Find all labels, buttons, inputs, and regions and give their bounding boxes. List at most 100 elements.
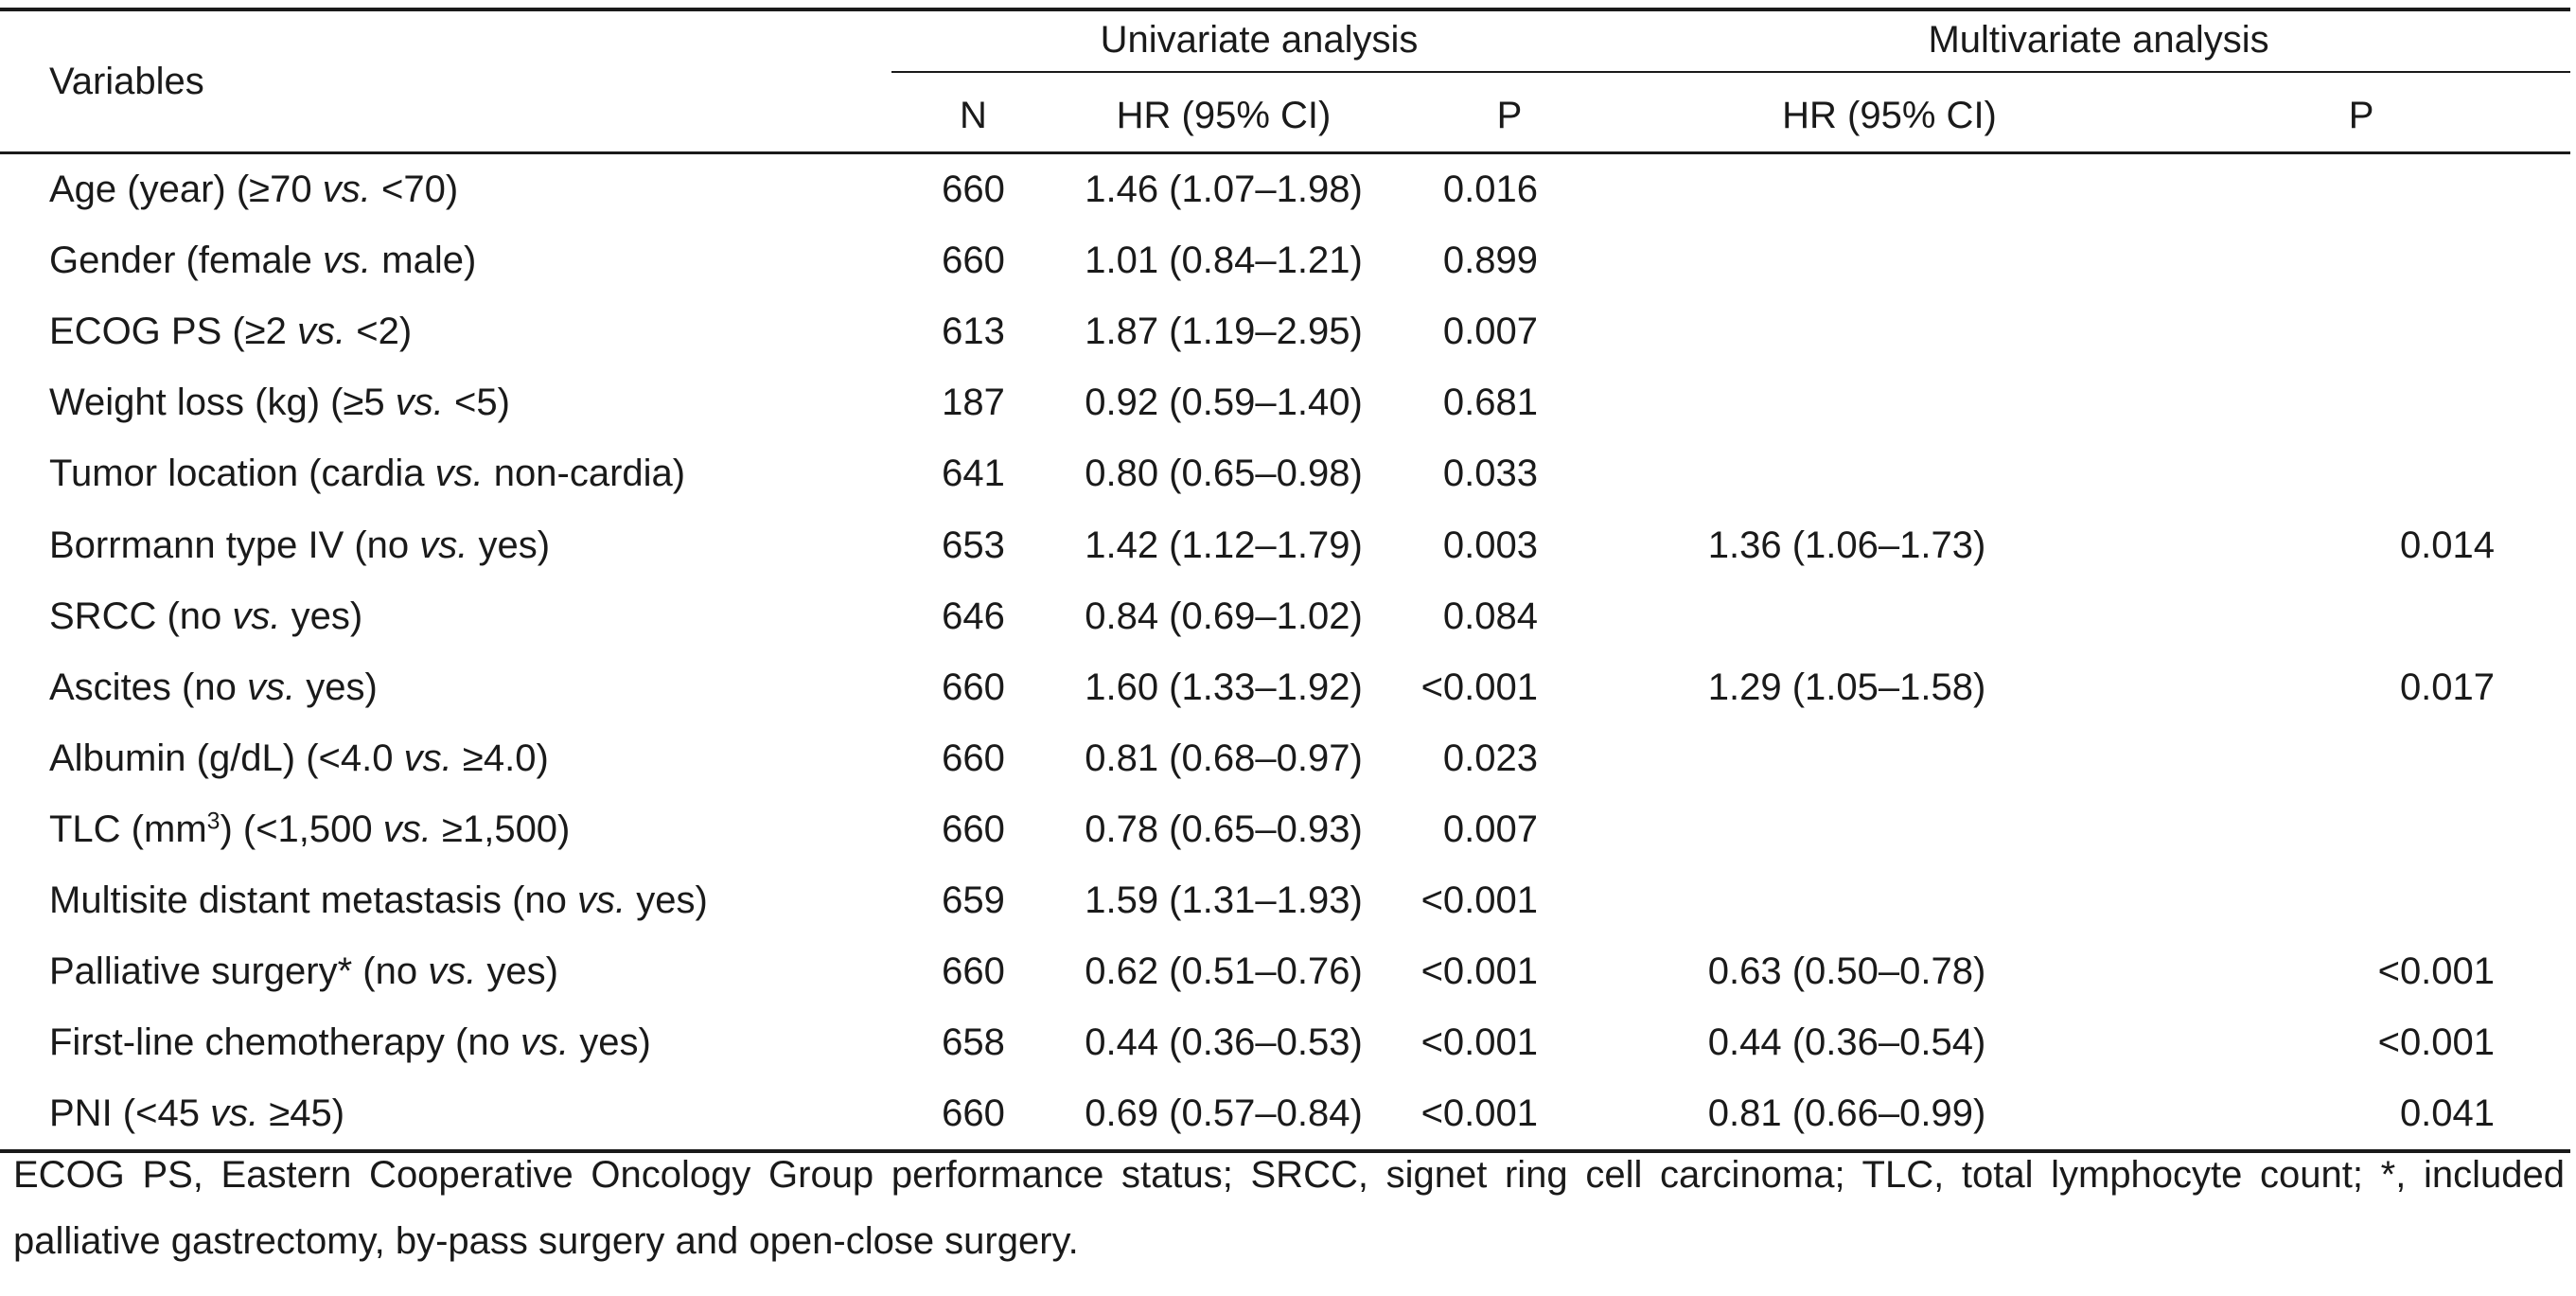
variable-vs: vs. [297,311,346,353]
header-n: N [891,80,1055,154]
variable-text-end: ≥1,500) [431,808,571,850]
p-multivariate-cell [2152,723,2570,794]
hr-univariate-cell: 0.69 (0.57–0.84) [1055,1078,1392,1154]
n-cell: 660 [942,950,1005,993]
p-univariate-cell: 0.033 [1442,453,1539,495]
n-cell: 646 [942,595,1005,637]
hr-multivariate-cell [1627,296,2152,367]
variable-text: Tumor location (cardia [49,453,435,495]
hr-multivariate-cell [1627,438,2152,509]
cox-regression-table: Variables Univariate analysis Multivaria… [0,8,2571,1154]
variable-text: TLC (mm [49,808,207,850]
table-row: PNI (<45 vs. ≥45) 660 0.69 (0.57–0.84) <0.0… [0,1078,2571,1154]
header-p-univariate: P [1392,80,1628,154]
variable-text: ECOG PS (≥2 [49,311,298,353]
p-univariate-cell: 0.899 [1442,240,1539,282]
hr-univariate-cell: 1.60 (1.33–1.92) [1085,666,1363,708]
header-multivariate-label: Multivariate analysis [1627,19,2571,73]
p-univariate-cell: 0.023 [1442,737,1539,779]
variable-vs: vs. [577,879,626,921]
hr-univariate-cell: 1.01 (0.84–1.21) [1085,240,1363,282]
hr-univariate-cell: 0.80 (0.65–0.98) [1085,453,1363,495]
n-cell: 187 [942,382,1005,424]
variable-vs: vs. [232,595,281,637]
table-footnote: ECOG PS, Eastern Cooperative Oncology Gr… [13,1154,2565,1262]
p-multivariate-cell: 0.041 [2152,1078,2571,1154]
variable-superscript: 3 [206,808,221,835]
table-row: Tumor location (cardia vs. non-cardia) 64… [0,438,2570,509]
variable-text: Multisite distant metastasis (no [49,879,577,921]
variable-text-end: male) [371,240,477,282]
variable-text-cont: ) (<1,500 [220,808,383,850]
variable-text: Age (year) (≥70 [49,169,323,211]
hr-multivariate-cell [1627,723,2152,794]
variable-cell: Age (year) (≥70 vs. <70) [0,153,891,226]
header-univariate-label: Univariate analysis [891,19,1628,73]
variable-cell: Multisite distant metastasis (no vs. yes… [0,865,891,936]
hr-multivariate-cell [1627,865,2152,936]
variable-cell: Ascites (no vs. yes) [0,652,891,723]
p-multivariate-cell [2152,225,2570,296]
variable-text-end: yes) [468,524,551,566]
p-multivariate-cell: 0.017 [2399,666,2496,708]
p-univariate-cell: <0.001 [1392,1078,1628,1154]
p-multivariate-cell [2152,581,2570,652]
variable-text-end: <2) [345,311,413,353]
variable-vs: vs. [419,524,468,566]
variable-text-end: yes) [569,1021,651,1064]
variable-cell: SRCC (no vs. yes) [0,581,891,652]
table-row: SRCC (no vs. yes) 646 0.84 (0.69–1.02) 0.08… [0,581,2570,652]
table-row: Multisite distant metastasis (no vs. yes… [0,865,2570,936]
variable-cell: TLC (mm3) (<1,500 vs. ≥1,500) [0,794,891,865]
hr-multivariate-cell: 1.29 (1.05–1.58) [1707,666,1986,708]
header-p-multivariate: P [2152,80,2571,154]
table-body: Age (year) (≥70 vs. <70) 660 1.46 (1.07–1.… [0,153,2571,1154]
p-univariate-cell: 0.007 [1442,311,1539,353]
header-hr-univariate: HR (95% CI) [1055,80,1392,154]
n-cell: 658 [942,1021,1005,1064]
variable-vs: vs. [403,737,452,779]
table-header: Variables Univariate analysis Multivaria… [0,8,2571,154]
variable-text: SRCC (no [49,595,233,637]
variable-text-end: ≥4.0) [451,737,549,779]
hr-multivariate-cell [1627,794,2152,865]
n-cell: 653 [942,524,1005,566]
hr-univariate-cell: 1.42 (1.12–1.79) [1085,524,1363,566]
variable-text: Weight loss (kg) (≥5 [49,382,396,424]
header-multivariate-group: Multivariate analysis [1627,8,2571,80]
variable-text-end: <70) [370,169,459,211]
n-cell: 659 [942,879,1005,921]
table-row: Albumin (g/dL) (<4.0 vs. ≥4.0) 660 0.81 (0… [0,723,2570,794]
n-cell: 660 [942,240,1005,282]
p-multivariate-cell [2152,367,2570,438]
hr-multivariate-cell: 0.44 (0.36–0.54) [1707,1021,1986,1064]
table-row: Age (year) (≥70 vs. <70) 660 1.46 (1.07–1.… [0,153,2570,226]
variable-text-end: <5) [443,382,510,424]
variable-text-end: yes) [626,879,708,921]
hr-univariate-cell: 0.62 (0.51–0.76) [1085,950,1363,993]
hr-univariate-cell: 1.46 (1.07–1.98) [1085,169,1363,211]
variable-text-end: yes) [476,950,558,993]
hr-univariate-cell: 0.44 (0.36–0.53) [1085,1021,1363,1064]
variable-text-end: yes) [295,666,378,708]
table-row: First-line chemotherapy (no vs. yes) 658 0… [0,1007,2570,1078]
p-multivariate-cell [2152,438,2570,509]
p-univariate-cell: 0.003 [1442,524,1539,566]
p-multivariate-cell [2152,794,2570,865]
variable-cell: Palliative surgery* (no vs. yes) [0,936,891,1007]
variable-vs: vs. [395,382,444,424]
variable-cell: PNI (<45 vs. ≥45) [0,1078,891,1154]
header-row-columns: N HR (95% CI) P HR (95% CI) P [0,80,2571,154]
p-univariate-cell: <0.001 [1420,1021,1539,1064]
header-variables: Variables [0,8,891,154]
variable-vs: vs. [210,1092,259,1135]
table-row: Gender (female vs. male) 660 1.01 (0.84–1.… [0,225,2570,296]
variable-text: Borrmann type IV (no [49,524,420,566]
variable-text: Gender (female [49,240,324,282]
hr-univariate-cell: 0.92 (0.59–1.40) [1085,382,1363,424]
header-row-groups: Variables Univariate analysis Multivaria… [0,8,2571,154]
p-univariate-cell: 0.016 [1442,169,1539,211]
table-row: Borrmann type IV (no vs. yes) 653 1.42 (1.… [0,509,2570,580]
hr-multivariate-cell: 0.63 (0.50–0.78) [1707,950,1986,993]
variable-vs: vs. [323,240,372,282]
